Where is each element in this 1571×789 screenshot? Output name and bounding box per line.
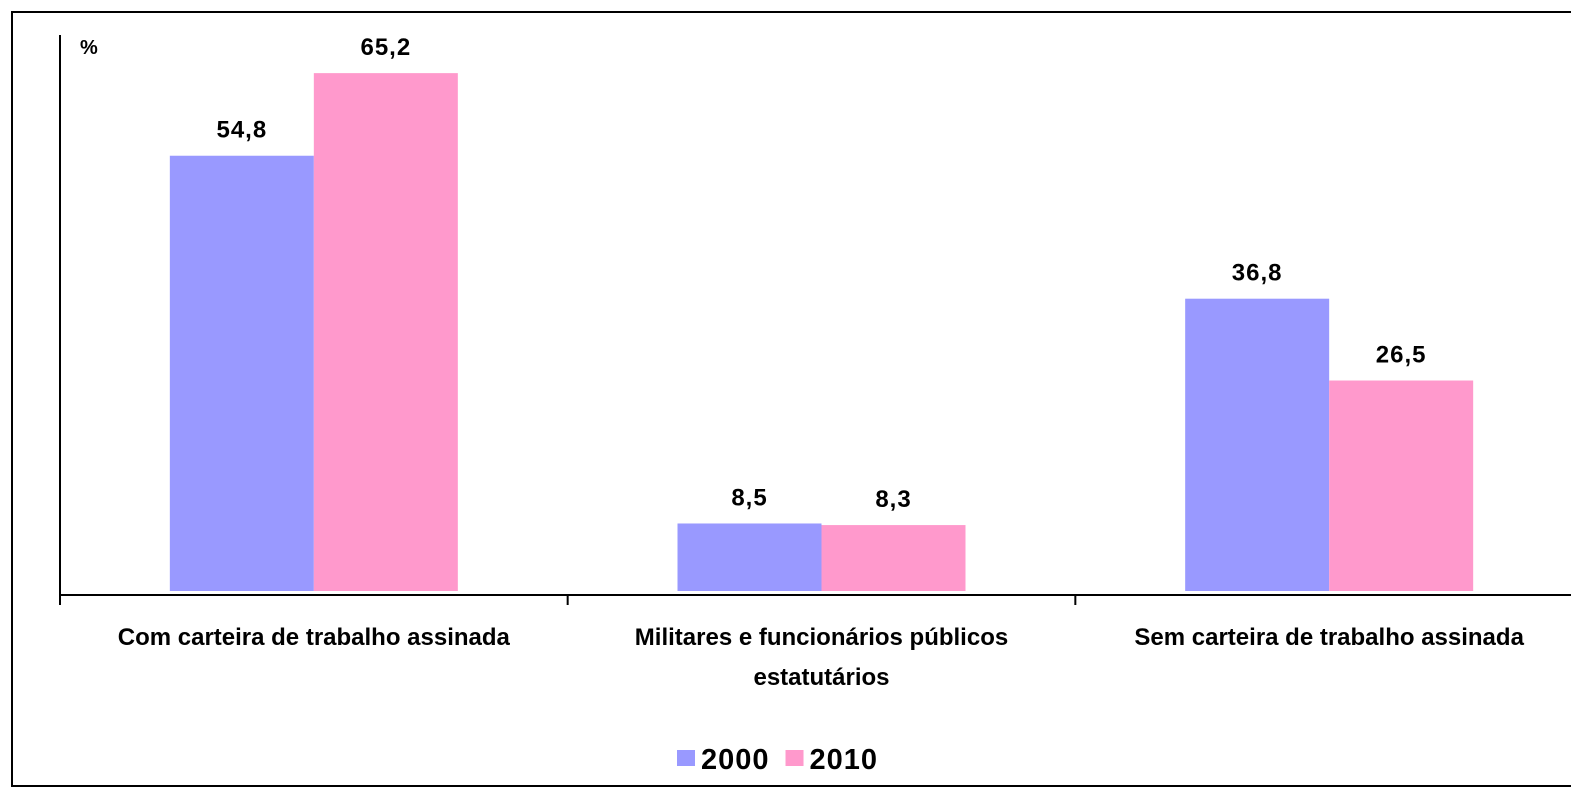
legend-swatch xyxy=(677,750,695,766)
y-axis-label: % xyxy=(80,37,98,59)
legend-label: 2000 xyxy=(701,744,770,776)
x-tick-label: Com carteira de trabalho assinada xyxy=(118,624,511,651)
value-label: 65,2 xyxy=(360,34,411,61)
bar xyxy=(313,73,458,591)
legend-swatch xyxy=(785,750,804,766)
value-label: 8,5 xyxy=(731,484,767,511)
value-label: 26,5 xyxy=(1376,342,1427,369)
bar xyxy=(1185,298,1330,591)
value-label: 36,8 xyxy=(1232,260,1283,287)
legend-label: 2010 xyxy=(810,744,879,776)
bar xyxy=(821,525,966,591)
bar xyxy=(1329,380,1474,591)
value-label: 54,8 xyxy=(216,117,267,144)
value-label: 8,3 xyxy=(875,486,911,513)
x-tick-label: Sem carteira de trabalho assinada xyxy=(1134,624,1524,651)
x-tick-label: Militares e funcionários públicos estatut… xyxy=(635,624,1008,691)
bar xyxy=(677,523,822,591)
bar xyxy=(169,155,314,591)
